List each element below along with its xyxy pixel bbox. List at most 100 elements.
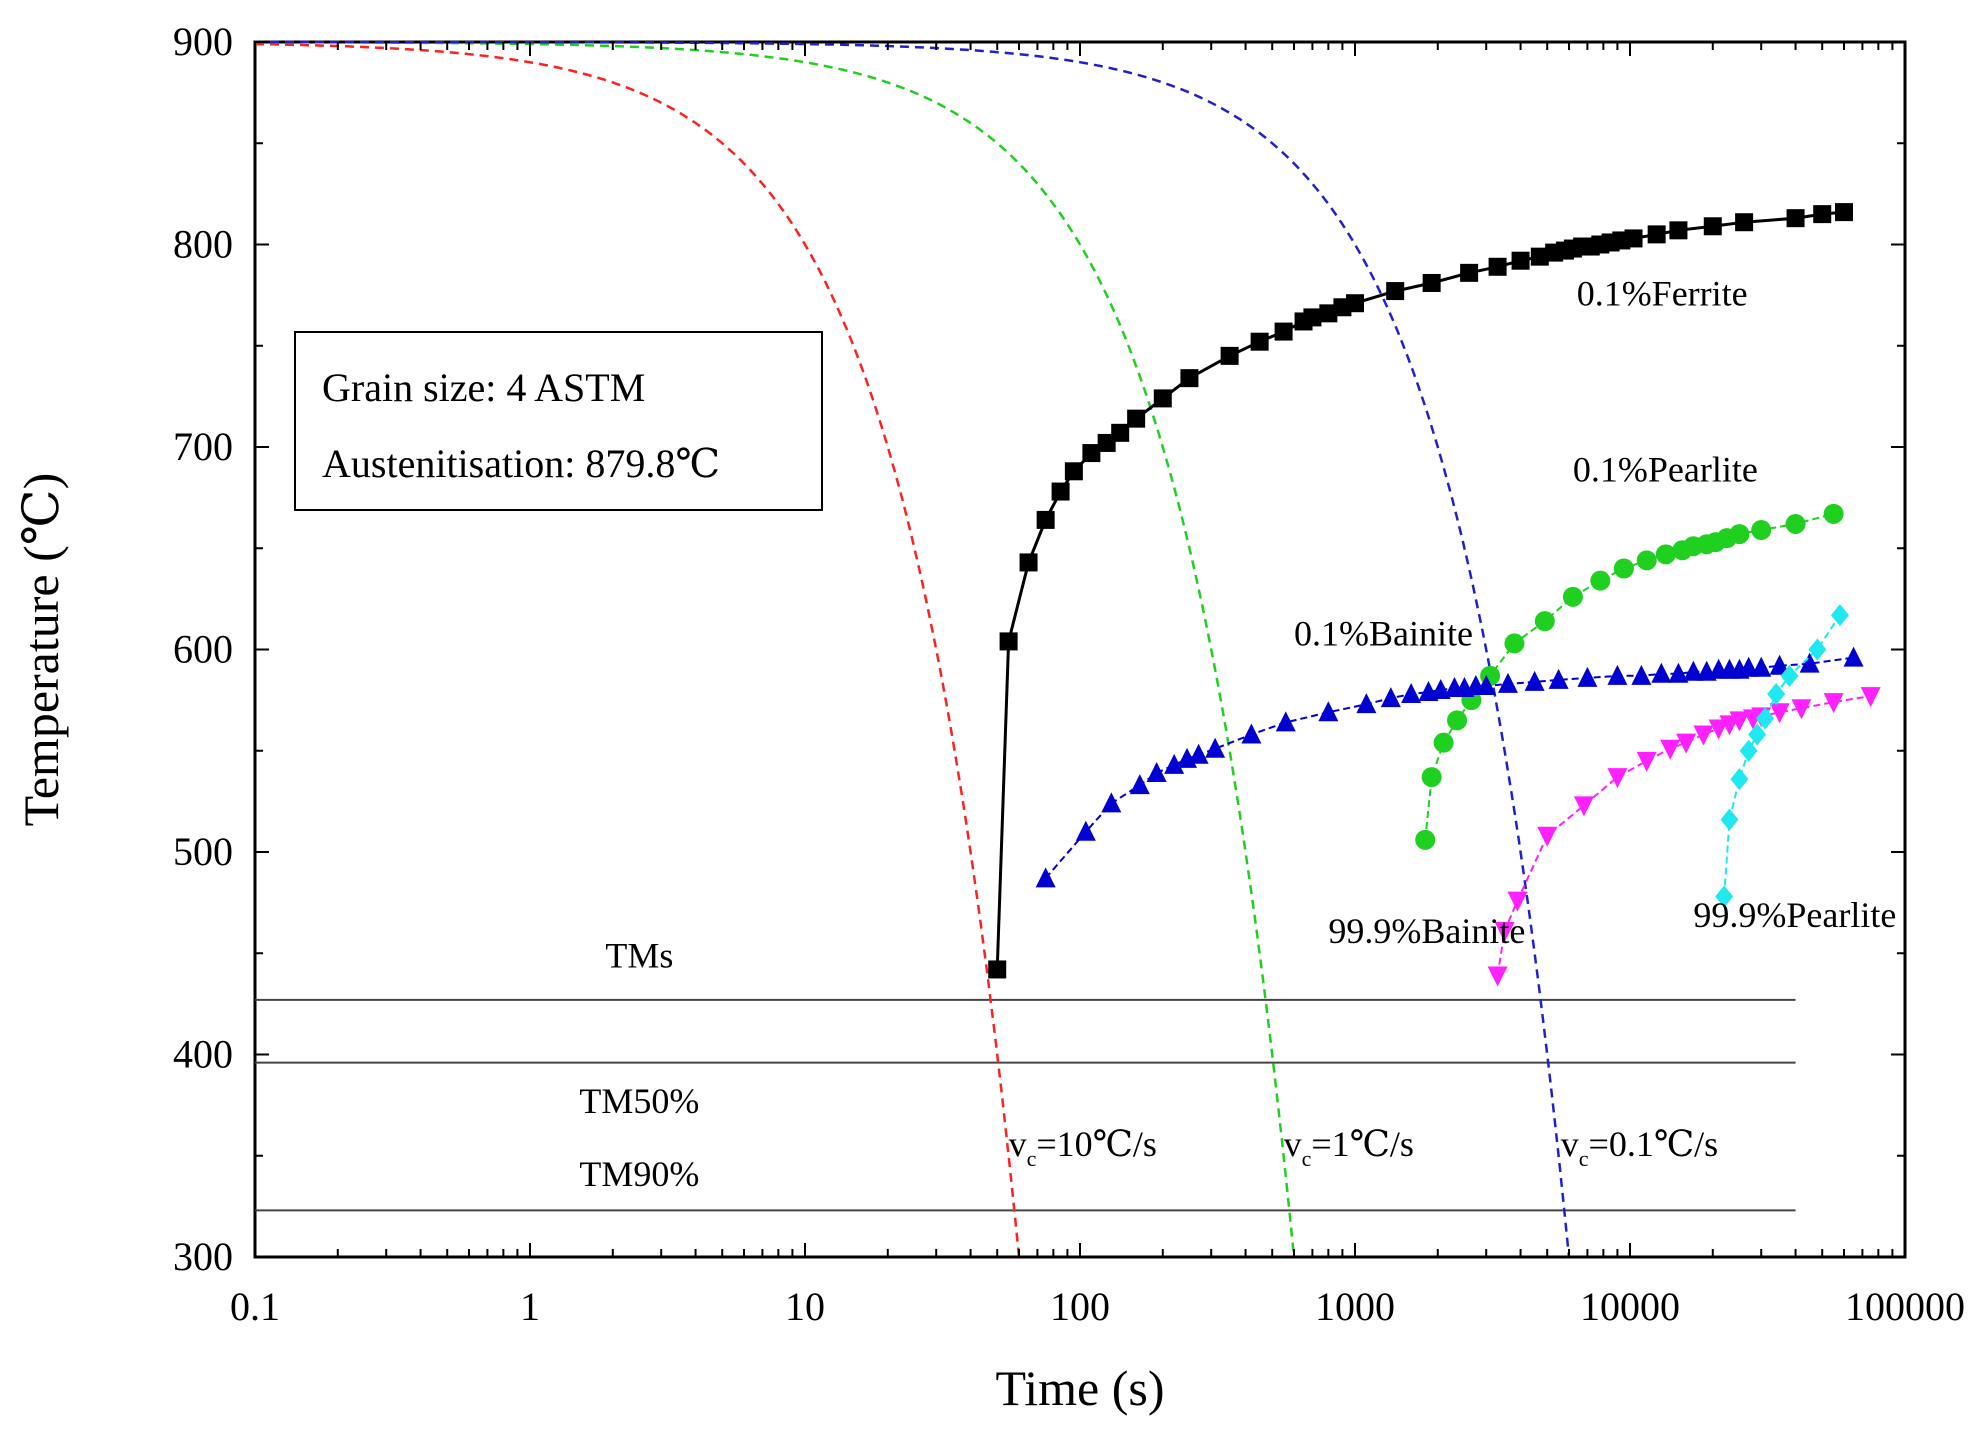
point-0.1%Bainite [1548, 668, 1569, 689]
point-0.1%Bainite [1188, 743, 1209, 764]
series-line-99.9%Pearlite [1723, 614, 1841, 897]
point-99.9%Bainite [1823, 693, 1844, 714]
point-0.1%Bainite [1843, 646, 1864, 667]
point-0.1%Bainite [1683, 660, 1704, 681]
point-0.1%Bainite [1668, 662, 1689, 683]
series-99.9%Pearlite [1715, 604, 1849, 908]
point-0.1%Pearlite [1729, 524, 1750, 545]
y-tick-label: 400 [173, 1032, 233, 1077]
point-0.1%Ferrite [1488, 257, 1507, 276]
point-0.1%Pearlite [1415, 829, 1436, 850]
point-0.1%Bainite [1799, 652, 1820, 673]
point-0.1%Bainite [1524, 670, 1545, 691]
point-0.1%Ferrite [1180, 369, 1199, 388]
label-99.9%Bainite: 99.9%Bainite [1328, 911, 1525, 951]
point-0.1%Ferrite [1422, 273, 1441, 292]
point-0.1%Ferrite [1250, 332, 1269, 351]
point-99.9%Pearlite [1830, 604, 1849, 627]
point-0.1%Ferrite [1082, 444, 1101, 463]
label-TM50%: TM50% [579, 1081, 699, 1121]
series-0.1%Pearlite [1415, 503, 1844, 850]
x-tick-label: 100000 [1845, 1284, 1965, 1329]
y-axis-title: Temperature (℃) [13, 473, 69, 827]
point-0.1%Bainite [1430, 679, 1451, 699]
label-cooling-0.1C/s: vc=0.1℃/s [1561, 1124, 1718, 1171]
point-99.9%Bainite [1708, 719, 1729, 740]
series-line-0.1%Ferrite [995, 210, 1845, 970]
point-0.1%Bainite [1769, 654, 1790, 675]
point-0.1%Pearlite [1655, 544, 1676, 565]
point-99.9%Bainite [1573, 796, 1594, 817]
point-0.1%Ferrite [1111, 423, 1130, 442]
data-series [988, 203, 1881, 987]
legend-box: Grain size: 4 ASTM Austenitisation: 879.… [294, 331, 823, 511]
point-0.1%Ferrite [1153, 389, 1172, 408]
point-0.1%Pearlite [1785, 513, 1806, 534]
y-tick-label: 500 [173, 829, 233, 874]
point-0.1%Bainite [1205, 737, 1226, 758]
point-0.1%Ferrite [1019, 553, 1038, 572]
point-99.9%Bainite [1494, 921, 1515, 942]
point-0.1%Ferrite [1624, 229, 1643, 248]
y-tick-label: 900 [173, 19, 233, 64]
point-99.9%Pearlite [1748, 723, 1767, 746]
point-0.1%Bainite [1401, 683, 1422, 704]
point-0.1%Bainite [1241, 723, 1262, 744]
point-0.1%Ferrite [1220, 346, 1239, 365]
point-0.1%Bainite [1497, 672, 1518, 693]
point-0.1%Ferrite [1274, 322, 1293, 341]
point-99.9%Bainite [1607, 768, 1628, 789]
point-0.1%Pearlite [1751, 520, 1772, 541]
point-0.1%Pearlite [1421, 767, 1442, 788]
x-axis-title: Time (s) [995, 1360, 1164, 1416]
point-99.9%Bainite [1507, 891, 1528, 912]
point-0.1%Bainite [1738, 656, 1759, 677]
point-99.9%Pearlite [1808, 638, 1827, 661]
point-0.1%Ferrite [1703, 217, 1722, 236]
label-TM90%: TM90% [579, 1154, 699, 1194]
point-99.9%Bainite [1791, 699, 1812, 720]
point-0.1%Bainite [1651, 662, 1672, 683]
point-0.1%Bainite [1164, 753, 1185, 774]
label-0.1%Bainite: 0.1%Bainite [1294, 613, 1473, 653]
point-0.1%Bainite [1318, 701, 1339, 722]
point-0.1%Bainite [1751, 656, 1772, 677]
point-0.1%Bainite [1146, 762, 1167, 783]
point-99.9%Bainite [1729, 711, 1750, 732]
point-0.1%Ferrite [1735, 213, 1754, 232]
y-tick-label: 700 [173, 424, 233, 469]
point-0.1%Ferrite [1786, 209, 1805, 228]
legend-box-frame [294, 331, 823, 511]
point-99.9%Bainite [1660, 739, 1681, 760]
point-0.1%Pearlite [1433, 732, 1454, 753]
cooling-curve-10C/s [254, 42, 1021, 1258]
point-0.1%Bainite [1577, 666, 1598, 687]
point-0.1%Ferrite [988, 960, 1007, 979]
point-0.1%Bainite [1035, 867, 1056, 888]
point-0.1%Ferrite [1064, 462, 1083, 481]
series-0.1%Ferrite [988, 203, 1853, 979]
point-99.9%Bainite [1860, 687, 1881, 708]
point-0.1%Bainite [1380, 687, 1401, 708]
point-0.1%Ferrite [1036, 510, 1055, 529]
label-99.9%Pearlite: 99.9%Pearlite [1693, 895, 1896, 935]
point-0.1%Pearlite [1636, 550, 1657, 571]
label-0.1%Ferrite: 0.1%Ferrite [1577, 273, 1748, 313]
point-0.1%Ferrite [1530, 247, 1549, 266]
x-tick-label: 1000 [1315, 1284, 1395, 1329]
point-0.1%Ferrite [1647, 225, 1666, 244]
axis-ticks: 300 400 500 600 700 800 900 0.1 1 10 100 1000 10000 1… [173, 19, 1965, 1329]
point-0.1%Ferrite [1127, 409, 1146, 428]
point-0.1%Bainite [1101, 792, 1122, 813]
point-99.9%Pearlite [1720, 808, 1739, 831]
point-0.1%Bainite [1476, 674, 1497, 695]
point-0.1%Ferrite [1460, 263, 1479, 282]
annotations: TMs TM50% TM90% vc=10℃/s vc=1℃/s vc=0.1℃/s 0.1… [579, 273, 1896, 1194]
x-tick-label: 1 [520, 1284, 540, 1329]
point-0.1%Bainite [1075, 820, 1096, 841]
point-99.9%Pearlite [1730, 768, 1749, 791]
y-tick-label: 800 [173, 222, 233, 267]
point-0.1%Bainite [1129, 774, 1150, 795]
plot-area [253, 40, 1907, 1259]
point-99.9%Bainite [1693, 725, 1714, 746]
